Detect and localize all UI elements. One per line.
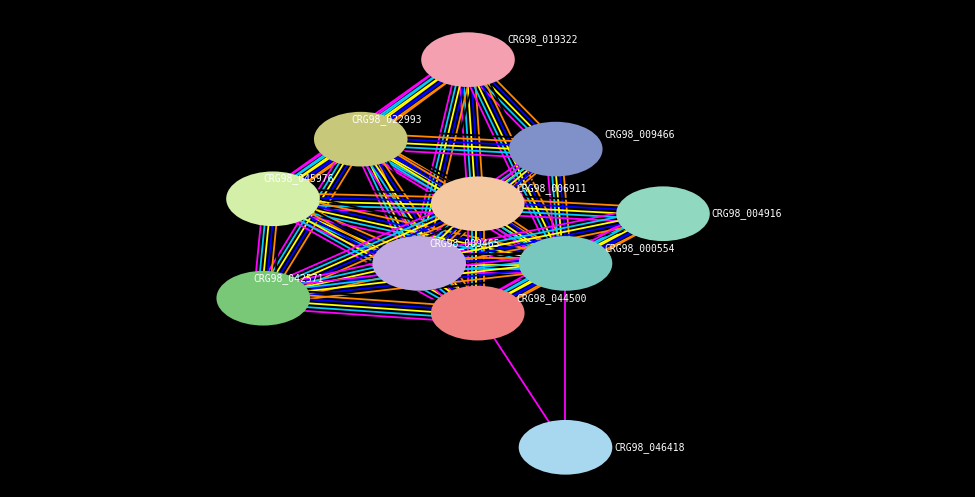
Ellipse shape: [314, 112, 408, 166]
Text: CRG98_042571: CRG98_042571: [254, 273, 324, 284]
Ellipse shape: [431, 286, 525, 340]
Ellipse shape: [509, 122, 603, 176]
Ellipse shape: [519, 236, 612, 291]
Text: CRG98_019322: CRG98_019322: [507, 34, 577, 45]
Ellipse shape: [226, 171, 320, 226]
Ellipse shape: [431, 176, 525, 231]
Text: CRG98_046418: CRG98_046418: [614, 442, 684, 453]
Text: CRG98_000554: CRG98_000554: [604, 243, 675, 254]
Text: CRG98_045976: CRG98_045976: [263, 173, 333, 184]
Ellipse shape: [519, 420, 612, 475]
Ellipse shape: [216, 271, 310, 326]
Text: CRG98_009465: CRG98_009465: [429, 238, 499, 249]
Text: CRG98_044500: CRG98_044500: [517, 293, 587, 304]
Ellipse shape: [616, 186, 710, 241]
Ellipse shape: [372, 236, 466, 291]
Text: CRG98_004916: CRG98_004916: [712, 208, 782, 219]
Ellipse shape: [421, 32, 515, 87]
Text: CRG98_006911: CRG98_006911: [517, 183, 587, 194]
Text: CRG98_009466: CRG98_009466: [604, 129, 675, 140]
Text: CRG98_022993: CRG98_022993: [351, 114, 421, 125]
